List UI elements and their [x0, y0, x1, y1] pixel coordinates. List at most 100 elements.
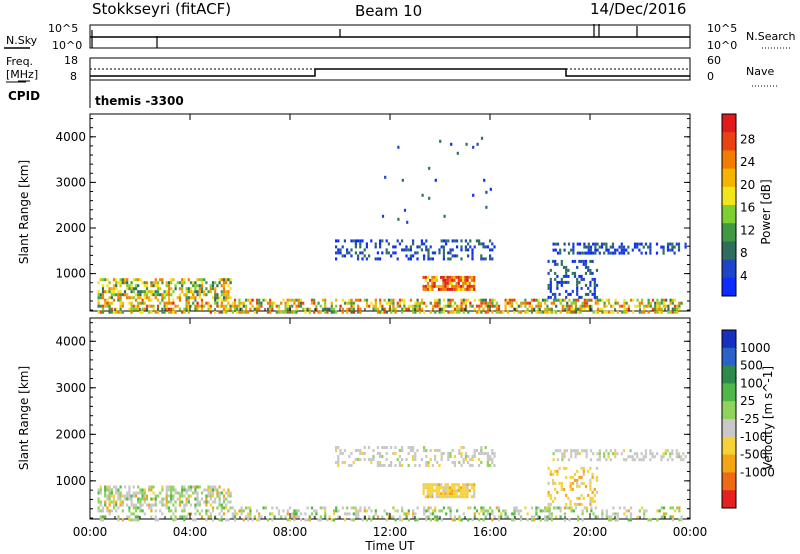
power-data-cell — [662, 301, 666, 305]
velocity-data-cell — [563, 506, 567, 510]
velocity-data-cell — [442, 495, 445, 499]
velocity-data-cell — [141, 503, 144, 507]
power-data-cell — [623, 304, 626, 308]
power-data-cell — [560, 283, 563, 287]
velocity-data-cell — [563, 518, 567, 522]
power-data-cell — [447, 310, 450, 314]
velocity-data-cell — [504, 512, 507, 516]
velocity-data-cell — [233, 515, 237, 519]
velocity-data-cell — [218, 512, 221, 516]
velocity-data-cell — [401, 449, 404, 452]
power-data-cell — [227, 296, 230, 300]
power-data-cell — [99, 310, 102, 314]
velocity-data-cell — [163, 497, 166, 501]
velocity-data-cell — [332, 512, 336, 516]
power-data-cell — [170, 301, 173, 305]
velocity-data-cell — [568, 506, 571, 510]
power-data-cell — [409, 298, 413, 302]
velocity-data-cell — [675, 449, 678, 453]
power-data-cell — [544, 310, 547, 314]
power-data-cell — [667, 310, 670, 314]
velocity-data-cell — [117, 506, 120, 510]
power-data-cell — [183, 293, 186, 297]
velocity-data-cell — [365, 518, 369, 522]
power-data-cell — [385, 251, 388, 255]
power-data-cell — [387, 298, 391, 302]
velocity-data-cell — [629, 455, 632, 459]
power-data-cell — [678, 307, 681, 311]
velocity-data-cell — [134, 509, 138, 513]
power-colorbar-tick-label: 24 — [740, 155, 755, 169]
power-data-cell — [471, 257, 474, 261]
power-data-cell — [622, 248, 626, 252]
power-data-cell — [513, 307, 516, 311]
power-data-cell — [295, 307, 298, 311]
power-data-cell — [583, 307, 586, 311]
power-data-cell — [317, 310, 320, 314]
power-data-cell — [431, 304, 435, 308]
velocity-data-cell — [359, 452, 362, 455]
velocity-data-cell — [372, 455, 375, 458]
power-data-cell — [592, 251, 595, 255]
velocity-data-cell — [569, 484, 572, 488]
velocity-data-cell — [181, 491, 184, 495]
velocity-data-cell — [455, 492, 458, 496]
velocity-data-cell — [324, 512, 327, 516]
power-data-cell — [123, 290, 127, 294]
power-data-cell — [600, 245, 604, 249]
power-data-cell — [264, 298, 267, 302]
power-data-cell — [645, 304, 648, 308]
power-data-cell — [145, 281, 149, 285]
power-data-cell — [589, 280, 592, 284]
power-data-cell — [398, 298, 402, 302]
velocity-data-cell — [218, 518, 221, 522]
power-data-cell — [460, 257, 463, 261]
power-data-cell — [126, 278, 129, 282]
power-data-cell — [429, 245, 432, 249]
power-data-cell — [486, 304, 490, 308]
power-data-cell — [211, 284, 215, 288]
power-data-cell — [108, 307, 111, 311]
velocity-data-cell — [625, 458, 628, 462]
power-data-cell — [326, 310, 329, 314]
power-data-cell — [387, 307, 391, 311]
power-data-cell — [451, 298, 454, 302]
velocity-data-cell — [139, 497, 142, 501]
power-data-cell — [194, 284, 197, 288]
velocity-data-cell — [427, 506, 430, 510]
velocity-data-cell — [513, 509, 516, 513]
power-scatter-data — [97, 136, 687, 314]
power-data-cell — [291, 310, 294, 314]
power-data-cell — [453, 287, 456, 291]
velocity-data-cell — [598, 455, 601, 459]
power-data-cell — [497, 310, 501, 314]
power-data-cell — [361, 239, 364, 243]
velocity-data-cell — [258, 512, 261, 516]
power-data-cell — [187, 290, 190, 294]
power-data-cell — [165, 304, 168, 308]
power-data-cell — [220, 293, 223, 297]
power-data-cell — [587, 286, 590, 290]
power-data-cell — [379, 304, 382, 308]
velocity-data-cell — [625, 509, 628, 513]
velocity-data-cell — [407, 512, 410, 516]
power-data-cell — [346, 251, 349, 255]
velocity-data-cell — [478, 512, 481, 516]
velocity-data-cell — [414, 458, 417, 461]
power-data-cell — [394, 307, 397, 311]
power-data-cell — [216, 304, 219, 308]
velocity-data-cell — [592, 452, 595, 456]
power-data-cell — [313, 301, 316, 305]
power-data-cell — [425, 304, 428, 308]
power-data-cell — [128, 287, 131, 291]
power-data-cell — [565, 295, 568, 299]
velocity-data-cell — [398, 518, 402, 522]
x-axis-label: Time UT — [364, 539, 415, 553]
power-data-cell — [126, 287, 129, 291]
velocity-colorbar-tick-label: 500 — [740, 359, 763, 373]
power-data-cell — [431, 257, 434, 261]
velocity-data-cell — [172, 512, 175, 516]
power-data-cell — [587, 292, 590, 296]
velocity-data-cell — [429, 495, 432, 499]
power-data-cell — [141, 281, 144, 285]
